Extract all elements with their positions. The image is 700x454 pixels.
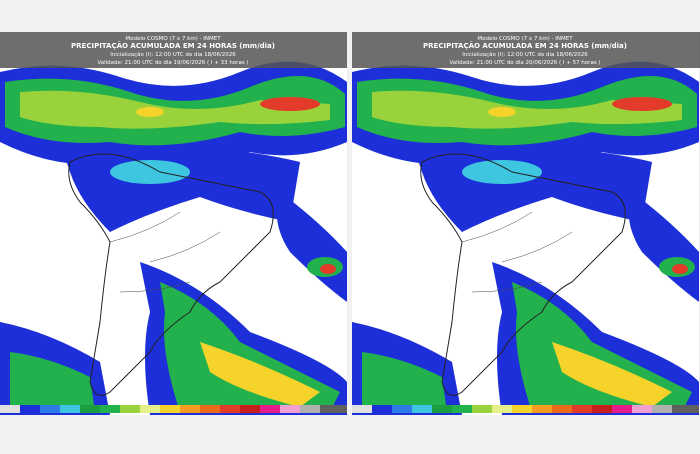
model: Modelo COSMO (7 x 7 km) - INMET (125, 36, 221, 42)
panel: Modelo COSMO (7 x 7 km) - INMET PRECIPIT… (351, 31, 700, 416)
valid: Validade: 21:00 UTC do dia 20/06/2026 ( … (449, 60, 600, 66)
title: PRECIPITAÇÃO ACUMULADA EM 24 HORAS (mm/d… (423, 41, 627, 50)
init: Inicialização (I): 12:00 UTC do dia 18/0… (110, 52, 236, 58)
model: Modelo COSMO (7 x 7 km) - INMET (477, 36, 573, 42)
valid: Validade: 21:00 UTC do dia 19/06/2026 ( … (97, 60, 248, 66)
panel: Modelo COSMO (7 x 7 km) - INMET PRECIPIT… (0, 31, 348, 416)
title: PRECIPITAÇÃO ACUMULADA EM 24 HORAS (mm/d… (71, 41, 275, 50)
init: Inicialização (I): 12:00 UTC do dia 18/0… (462, 52, 588, 58)
